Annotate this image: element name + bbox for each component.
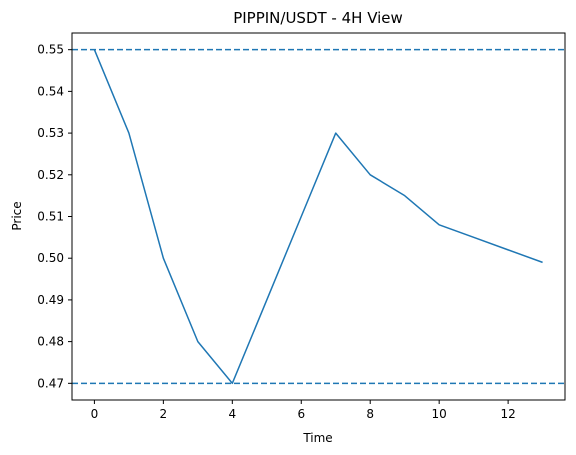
y-tick-label: 0.54 [37, 84, 64, 98]
x-axis: 0 2 4 6 8 10 12 [91, 400, 516, 421]
x-tick-label: 0 [91, 407, 99, 421]
x-tick-label: 6 [297, 407, 305, 421]
x-tick-label: 10 [432, 407, 447, 421]
y-tick-label: 0.47 [37, 376, 64, 390]
y-tick-label: 0.52 [37, 168, 64, 182]
x-tick-label: 12 [500, 407, 515, 421]
y-tick-label: 0.49 [37, 293, 64, 307]
y-tick-label: 0.50 [37, 251, 64, 265]
y-tick-label: 0.51 [37, 210, 64, 224]
y-tick-label: 0.48 [37, 335, 64, 349]
plot-area [72, 48, 565, 385]
y-tick-label: 0.53 [37, 126, 64, 140]
y-tick-label: 0.55 [37, 43, 64, 57]
x-tick-label: 2 [160, 407, 168, 421]
chart-title: PIPPIN/USDT - 4H View [233, 9, 403, 27]
x-tick-label: 4 [228, 407, 236, 421]
y-axis: 0.47 0.48 0.49 0.50 0.51 0.52 0.53 0.54 0.55 [37, 43, 72, 390]
y-axis-label: Price [10, 201, 24, 230]
x-tick-label: 8 [366, 407, 374, 421]
plot-frame [71, 32, 566, 401]
price-series-line-0 [93, 49, 543, 385]
x-axis-label: Time [302, 431, 332, 445]
